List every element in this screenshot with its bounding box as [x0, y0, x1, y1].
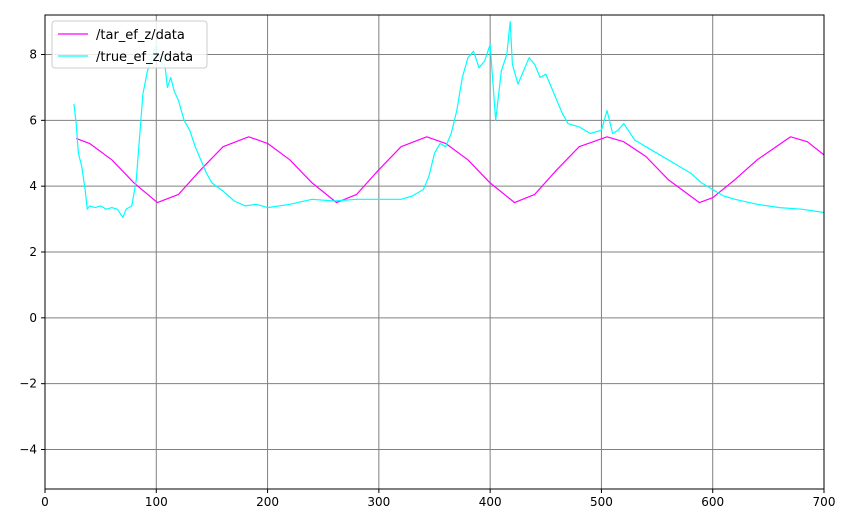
legend: /tar_ef_z/data /true_ef_z/data	[51, 20, 208, 69]
x-tick-label-100: 100	[145, 495, 168, 509]
series-line-tar-ef-z-data	[75, 136, 824, 204]
y-tick-label-6: 6	[29, 113, 37, 127]
x-tick-label-500: 500	[590, 495, 613, 509]
x-tick-label-400: 400	[479, 495, 502, 509]
legend-box	[51, 20, 208, 69]
y-tick-label-0: 0	[29, 311, 37, 325]
x-tick-label-700: 700	[813, 495, 836, 509]
y-tick-label-2: 2	[29, 245, 37, 259]
x-tick-label-600: 600	[701, 495, 724, 509]
y-tick-label-8: 8	[29, 48, 37, 62]
series-line-true-ef-z-data	[73, 21, 824, 218]
legend-label-tar-ef-z: /tar_ef_z/data	[96, 28, 185, 43]
y-tick-label-4: 4	[29, 179, 37, 193]
ticks: 0 100 200 300 400 500 600 700 −4 −2 0 2 4 6 8	[19, 48, 835, 510]
y-tick-label-2: −2	[19, 377, 37, 391]
legend-label-true-ef-z: /true_ef_z/data	[96, 50, 193, 65]
y-tick-label-4: −4	[19, 443, 37, 457]
plot-lines	[73, 21, 824, 218]
grid	[44, 15, 825, 489]
x-tick-label-0: 0	[41, 495, 49, 509]
x-tick-label-300: 300	[367, 495, 390, 509]
x-tick-label-200: 200	[256, 495, 279, 509]
